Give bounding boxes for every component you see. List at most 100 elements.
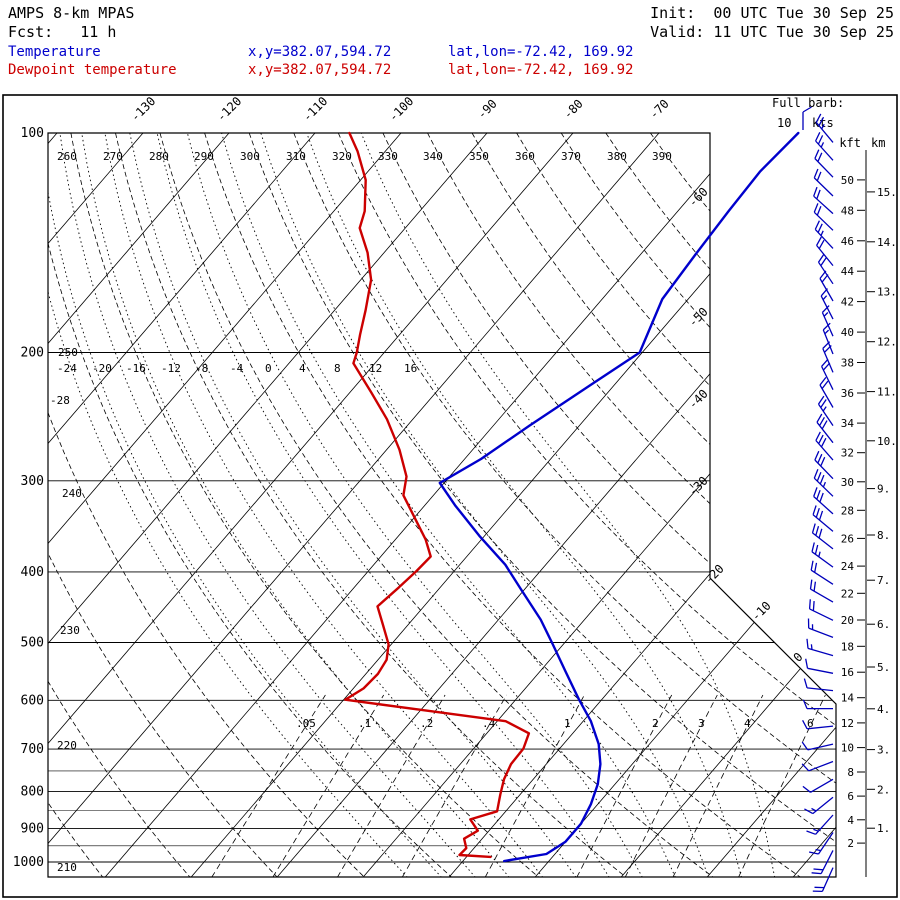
mixing-ratio-label: 3	[698, 717, 705, 730]
wind-barb	[816, 413, 834, 444]
wind-barb	[815, 113, 834, 143]
km-label: 15.	[877, 186, 897, 199]
wind-barb	[822, 341, 834, 373]
wind-barbs	[801, 113, 834, 893]
mixing-ratio-line	[576, 694, 673, 877]
wind-barb	[809, 579, 834, 603]
kft-label: 46	[841, 235, 854, 248]
wind-barb	[821, 305, 834, 337]
wind-barb	[802, 778, 834, 793]
dry-adiabat-label: 280	[149, 150, 169, 163]
mixing-ratio-line	[336, 694, 446, 877]
init-time: Init: 00 UTC Tue 30 Sep 25	[650, 4, 894, 22]
full-barb-legend-title: Full barb:	[772, 96, 844, 110]
wind-barb	[805, 658, 834, 674]
wind-barb	[807, 618, 834, 639]
moist-adiabat-label: -12	[161, 362, 181, 375]
kft-label: 28	[841, 504, 854, 517]
moist-adiabat	[186, 133, 643, 877]
dry-adiabat-label: 350	[469, 150, 489, 163]
wind-barb	[813, 186, 834, 215]
isotherm-line	[534, 133, 836, 877]
dry-adiabat	[48, 133, 278, 877]
wind-barb	[813, 203, 834, 231]
kft-label: 38	[841, 357, 854, 370]
isotherm-label: -110	[300, 94, 330, 124]
km-label: 10.	[877, 435, 897, 448]
km-label: 6.	[877, 618, 890, 631]
km-label: 4.	[877, 703, 890, 716]
km-label: 14.	[877, 236, 897, 249]
dry-adiabat	[115, 133, 627, 877]
dry-adiabat-label: 360	[515, 150, 535, 163]
moist-adiabat-label: -24	[57, 362, 77, 375]
wind-barb	[813, 168, 834, 197]
dry-adiabat	[48, 133, 365, 877]
isotherm-label: -90	[475, 97, 500, 122]
isotherm-line	[104, 133, 746, 877]
km-label: 1.	[877, 822, 890, 835]
valid-time: Valid: 11 UTC Tue 30 Sep 25	[650, 23, 894, 41]
kft-label: 6	[847, 790, 854, 803]
forecast-hour: Fcst: 11 h	[8, 23, 117, 41]
wind-barb	[822, 322, 834, 355]
moist-adiabat-label: 8	[334, 362, 341, 375]
pressure-label: 100	[21, 126, 44, 141]
km-label: 7.	[877, 574, 890, 587]
wind-barb	[817, 395, 834, 426]
pressure-label: 400	[21, 565, 44, 580]
dry-adiabat-label: 330	[378, 150, 398, 163]
pressure-label: 500	[21, 636, 44, 651]
kft-label: 2	[847, 837, 854, 850]
dry-adiabat	[293, 133, 836, 877]
kft-label: 12	[841, 717, 854, 730]
dry-adiabat	[48, 133, 191, 877]
dewpoint-legend-latlon: lat,lon=-72.42, 169.92	[448, 62, 634, 78]
wind-barb	[806, 814, 834, 835]
pressure-label: 600	[21, 693, 44, 708]
moist-adiabat-label: -4	[230, 362, 244, 375]
wind-barb	[813, 469, 834, 497]
moist-adiabat	[48, 133, 442, 877]
wind-barb	[801, 760, 834, 772]
km-label: 11.	[877, 386, 897, 399]
full-barb-sample	[802, 106, 812, 130]
isotherm-label: 0	[791, 650, 806, 665]
chart-border	[2, 94, 898, 898]
mixing-ratio-line	[484, 694, 585, 877]
temperature-curve	[438, 131, 800, 863]
km-label: 12.	[877, 336, 897, 349]
wind-barb	[803, 678, 834, 692]
wind-barb	[808, 832, 834, 855]
left-edge-label: 230	[60, 624, 80, 637]
kft-label: 34	[841, 417, 855, 430]
wind-barb	[812, 867, 834, 893]
wind-barb	[811, 523, 834, 550]
dry-adiabat	[560, 133, 836, 877]
mixing-ratio-label: .05	[296, 717, 316, 730]
pressure-label: 700	[21, 742, 44, 757]
pressure-label: 200	[21, 346, 44, 361]
kft-label: 8	[847, 766, 854, 779]
mixing-ratio-label: 2	[652, 717, 659, 730]
isotherm-line	[48, 133, 488, 877]
isotherm-line	[276, 133, 836, 877]
km-label: 9.	[877, 483, 890, 496]
moist-adiabat	[129, 133, 577, 877]
kft-label: 36	[841, 387, 854, 400]
isotherm-label: -130	[128, 94, 158, 124]
isotherm-label: -120	[214, 94, 244, 124]
left-edge-label: 240	[62, 487, 82, 500]
moist-adiabat	[260, 133, 709, 877]
moist-adiabat	[221, 133, 676, 877]
dry-adiabat-label: 260	[57, 150, 77, 163]
kft-label: 16	[841, 666, 854, 679]
dry-adiabat-label: 300	[240, 150, 260, 163]
mixing-ratio-label: .1	[358, 717, 371, 730]
wind-barb	[802, 699, 833, 710]
isotherm-label: -40	[686, 387, 711, 412]
mixing-ratio-line	[272, 694, 385, 877]
wind-barb	[814, 149, 834, 178]
dry-adiabat-label: 340	[423, 150, 443, 163]
